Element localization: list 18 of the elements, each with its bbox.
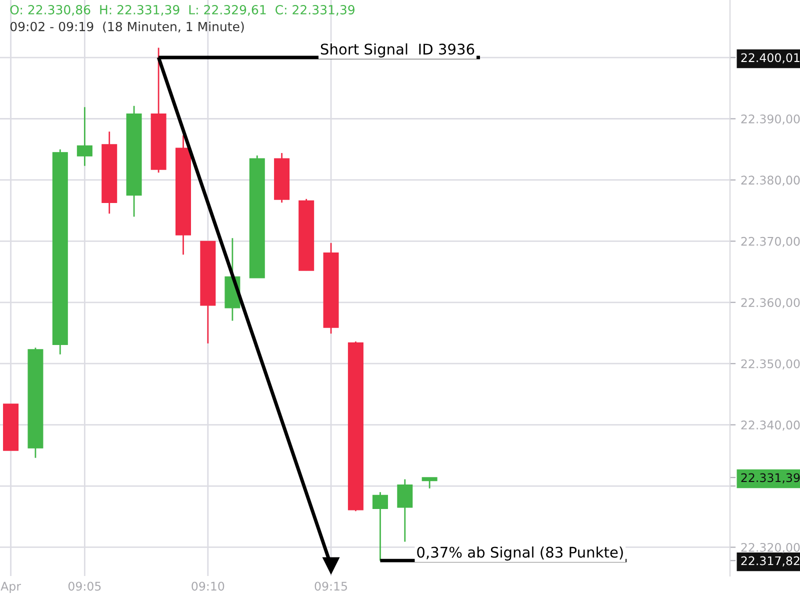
y-tick-label: 22.340,00	[741, 420, 800, 431]
x-tick-label: 09:15	[314, 582, 347, 591]
annotation: Short Signal ID 3936	[320, 43, 474, 58]
y-tick-label: 22.331,39	[741, 473, 800, 484]
x-tick-label: 09:10	[192, 582, 224, 591]
x-tick-label: Apr	[0, 582, 21, 593]
annotation: O: 22.330,86 H: 22.331,39 L: 22.329,61 C: 22.331,39	[10, 5, 354, 16]
y-tick-label: 22.400,01	[741, 53, 800, 64]
y-tick-label: 22.317,82	[741, 556, 800, 566]
y-tick-label: 22.380,00	[741, 176, 800, 186]
annotation: 0,37% ab Signal (83 Punkte)	[417, 546, 623, 561]
x-tick-label: 09:05	[68, 582, 101, 591]
y-tick-label: 22.390,00	[741, 114, 800, 125]
y-tick-label: 22.320,00	[741, 542, 800, 554]
y-tick-label: 22.360,00	[741, 298, 800, 308]
annotation: 09:02 - 09:19 (18 Minuten, 1 Minute)	[10, 22, 244, 33]
y-tick-label: 22.370,00	[741, 236, 800, 248]
y-tick-label: 22.350,00	[741, 359, 800, 370]
